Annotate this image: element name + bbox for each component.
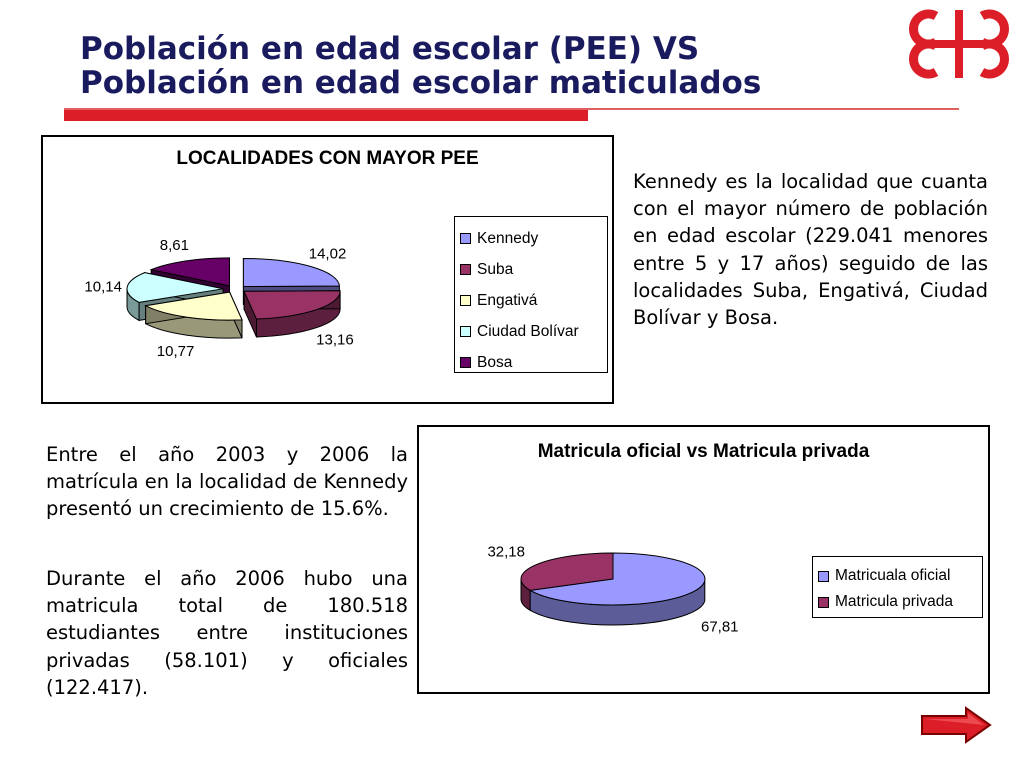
- pie-slice-engativá: [144, 291, 243, 321]
- chart-localidades: LOCALIDADES CON MAYOR PEE 14,02 13,16 10,7…: [41, 135, 614, 404]
- legend-item: Ciudad Bolívar: [455, 316, 607, 347]
- data-label: 32,18: [487, 544, 525, 561]
- chart-legend: Matricuala oficial Matricula privada: [812, 556, 983, 618]
- pie-slice-suba: [243, 290, 341, 320]
- title-divider-thick: [64, 110, 588, 121]
- legend-swatch: [818, 596, 829, 608]
- chart-matricula: Matricula oficial vs Matricula privada 6…: [417, 425, 990, 694]
- legend-label: Matricuala oficial: [835, 567, 951, 584]
- slide-title-line-1: Población en edad escolar (PEE) VS: [80, 31, 700, 67]
- pie-slice-matricula-privada: [520, 552, 614, 591]
- pie-slice-bosa: [149, 257, 230, 287]
- legend-swatch: [460, 357, 471, 368]
- legend-item: Suba: [455, 254, 607, 285]
- slide-title-line-2: Población en edad escolar maticulados: [80, 65, 762, 101]
- growth-description: Entre el año 2003 y 2006 la matrícula en…: [46, 443, 408, 521]
- chart-title: Matricula oficial vs Matricula privada: [537, 441, 870, 462]
- data-label: 10,77: [157, 343, 195, 360]
- kennedy-description: Kennedy es la localidad que cuanta con e…: [633, 170, 988, 330]
- pie-chart-localidades: 14,02 13,16 10,77 10,14 8,61: [84, 237, 354, 360]
- data-label: 8,61: [160, 237, 189, 254]
- data-label: 10,14: [84, 278, 122, 295]
- pie-chart-matricula: 67,81 32,18: [487, 544, 739, 636]
- legend-swatch: [460, 326, 471, 337]
- legend-label: Bosa: [477, 353, 513, 371]
- legend-label: Suba: [477, 260, 514, 278]
- legend-swatch: [460, 233, 471, 244]
- legend-item: Matricula privada: [813, 589, 982, 615]
- chart-title: LOCALIDADES CON MAYOR PEE: [176, 148, 479, 169]
- legend-label: Ciudad Bolívar: [477, 322, 579, 340]
- legend-label: Kennedy: [477, 229, 539, 247]
- data-label: 14,02: [309, 246, 347, 263]
- legend-item: Matricuala oficial: [813, 563, 982, 589]
- title-divider-thin: [64, 108, 959, 110]
- legend-swatch: [460, 264, 471, 275]
- data-label: 67,81: [701, 618, 739, 635]
- legend-label: Matricula privada: [835, 593, 954, 610]
- chart-legend: Kennedy Suba Engativá Ciudad Bolívar Bosa: [454, 216, 608, 373]
- legend-swatch: [460, 295, 471, 306]
- pie-slice-matricuala-oficial: [528, 552, 706, 606]
- arrow-right-icon[interactable]: [920, 706, 992, 744]
- pie-slice-ciudad-bolívar: [126, 272, 224, 303]
- legend-swatch: [818, 570, 829, 582]
- legend-item: Kennedy: [455, 223, 607, 254]
- logo-icon: [909, 9, 1009, 79]
- legend-item: Engativá: [455, 285, 607, 316]
- legend-item: Bosa: [455, 347, 607, 378]
- slide-title: Población en edad escolar (PEE) VS Pobla…: [80, 32, 900, 100]
- pie-slice-kennedy: [242, 258, 340, 288]
- enrollment-description: Durante el año 2006 hubo una matricula t…: [46, 567, 408, 699]
- legend-label: Engativá: [477, 291, 538, 309]
- data-label: 13,16: [316, 331, 354, 348]
